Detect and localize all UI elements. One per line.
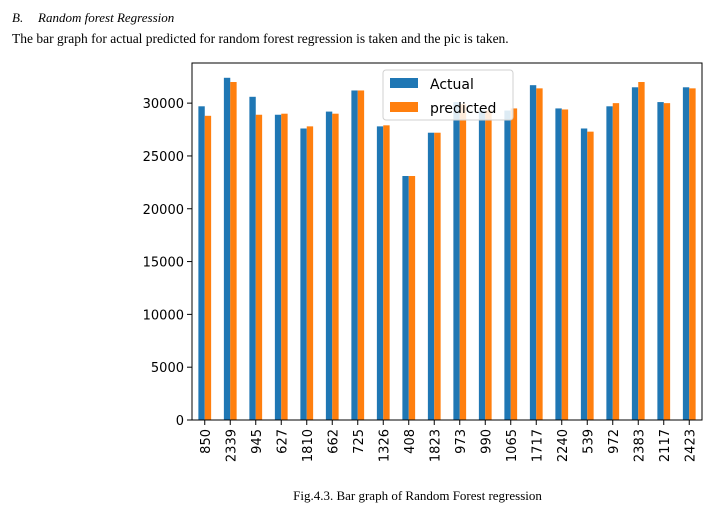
x-tick-label: 990 bbox=[479, 429, 494, 454]
bar-predicted-1326 bbox=[383, 125, 390, 420]
x-tick-label: 1065 bbox=[505, 429, 520, 462]
bar-actual-972 bbox=[606, 106, 613, 421]
y-tick-label: 5000 bbox=[151, 361, 184, 376]
y-tick-label: 10000 bbox=[143, 308, 184, 323]
section-heading: B. Random forest Regression bbox=[12, 10, 174, 26]
bar-actual-539 bbox=[580, 128, 588, 420]
bar-actual-973 bbox=[453, 102, 460, 420]
x-tick-label: 662 bbox=[326, 429, 341, 454]
y-tick-label: 30000 bbox=[143, 97, 184, 112]
x-tick-label: 725 bbox=[352, 429, 367, 454]
bar-actual-1065 bbox=[504, 110, 511, 420]
x-axis: 850 2339 945 627 1810 662 725 1326 408 1823 973 990… bbox=[199, 420, 698, 462]
bar-predicted-1823 bbox=[434, 132, 441, 420]
bar-predicted-627 bbox=[281, 113, 288, 420]
figure-caption: Fig.4.3. Bar graph of Random Forest regr… bbox=[293, 488, 542, 503]
bar-actual-1810 bbox=[300, 128, 307, 420]
x-tick-label: 1326 bbox=[377, 429, 392, 462]
x-tick-label: 972 bbox=[607, 429, 622, 454]
bar-predicted-2383 bbox=[638, 82, 645, 420]
bar-actual-1717 bbox=[529, 85, 537, 421]
bar-actual-662 bbox=[325, 111, 333, 420]
x-tick-label: 539 bbox=[581, 429, 596, 454]
bar-actual-725 bbox=[351, 90, 358, 421]
bar-predicted-1810 bbox=[306, 126, 314, 421]
x-tick-label: 627 bbox=[275, 429, 290, 454]
y-tick-label: 25000 bbox=[143, 150, 184, 165]
bar-actual-2339 bbox=[223, 77, 231, 420]
legend: Actual predicted bbox=[382, 69, 514, 121]
x-tick-label: 2339 bbox=[224, 429, 239, 462]
x-tick-label: 408 bbox=[403, 429, 418, 454]
section-number: B. bbox=[12, 10, 24, 25]
x-tick-label: 973 bbox=[454, 429, 469, 454]
legend-swatch-actual bbox=[390, 78, 418, 88]
x-tick-label: 2240 bbox=[556, 429, 571, 462]
bar-predicted-973 bbox=[459, 104, 467, 420]
bar-actual-627 bbox=[274, 114, 282, 420]
legend-label-actual: Actual bbox=[430, 77, 474, 93]
x-tick-label: 850 bbox=[199, 429, 214, 454]
bar-predicted-1065 bbox=[510, 108, 518, 421]
bar-predicted-945 bbox=[255, 114, 263, 420]
bar-actual-2240 bbox=[555, 108, 562, 421]
bar-predicted-662 bbox=[332, 113, 339, 420]
bar-predicted-972 bbox=[612, 103, 620, 420]
bar-actual-990 bbox=[478, 110, 486, 420]
intro-paragraph: The bar graph for actual predicted for r… bbox=[12, 31, 509, 46]
bar-predicted-2240 bbox=[561, 109, 569, 420]
bar-predicted-2339 bbox=[230, 82, 237, 420]
y-tick-label: 15000 bbox=[143, 256, 184, 271]
x-tick-label: 2383 bbox=[632, 429, 647, 462]
plot-area bbox=[191, 62, 703, 421]
bar-predicted-850 bbox=[204, 115, 212, 420]
y-tick-label: 0 bbox=[176, 414, 184, 429]
bar-actual-2383 bbox=[631, 87, 639, 420]
x-tick-label: 2117 bbox=[658, 429, 673, 462]
bar-chart-figure: 0 5000 10000 15000 20000 25000 30000 850 2339 94… bbox=[115, 56, 715, 476]
bar-actual-408 bbox=[402, 176, 409, 420]
axes-frame bbox=[191, 62, 703, 421]
y-tick-label: 20000 bbox=[143, 203, 184, 218]
bar-predicted-2117 bbox=[663, 103, 671, 420]
bar-predicted-1717 bbox=[536, 88, 543, 420]
bar-actual-2423 bbox=[682, 87, 690, 420]
section-title: Random forest Regression bbox=[38, 10, 175, 25]
bar-chart: 0 5000 10000 15000 20000 25000 30000 850 2339 94… bbox=[143, 62, 703, 462]
x-tick-label: 1717 bbox=[530, 429, 545, 462]
bar-predicted-539 bbox=[587, 131, 594, 420]
x-tick-label: 1810 bbox=[301, 429, 316, 462]
bar-actual-1326 bbox=[376, 126, 384, 421]
bar-actual-2117 bbox=[657, 102, 664, 420]
x-tick-label: 2423 bbox=[683, 429, 698, 462]
bar-actual-945 bbox=[249, 96, 256, 421]
bar-actual-850 bbox=[198, 106, 205, 421]
legend-label-predicted: predicted bbox=[430, 101, 496, 117]
x-tick-label: 1823 bbox=[428, 429, 443, 462]
bar-predicted-2423 bbox=[689, 88, 696, 420]
bar-predicted-725 bbox=[357, 90, 365, 421]
bar-actual-1823 bbox=[427, 132, 435, 420]
bar-predicted-990 bbox=[485, 110, 492, 420]
legend-swatch-predicted bbox=[390, 102, 418, 112]
bar-predicted-408 bbox=[408, 176, 416, 420]
y-axis: 0 5000 10000 15000 20000 25000 30000 bbox=[143, 97, 192, 429]
x-tick-label: 945 bbox=[250, 429, 265, 454]
